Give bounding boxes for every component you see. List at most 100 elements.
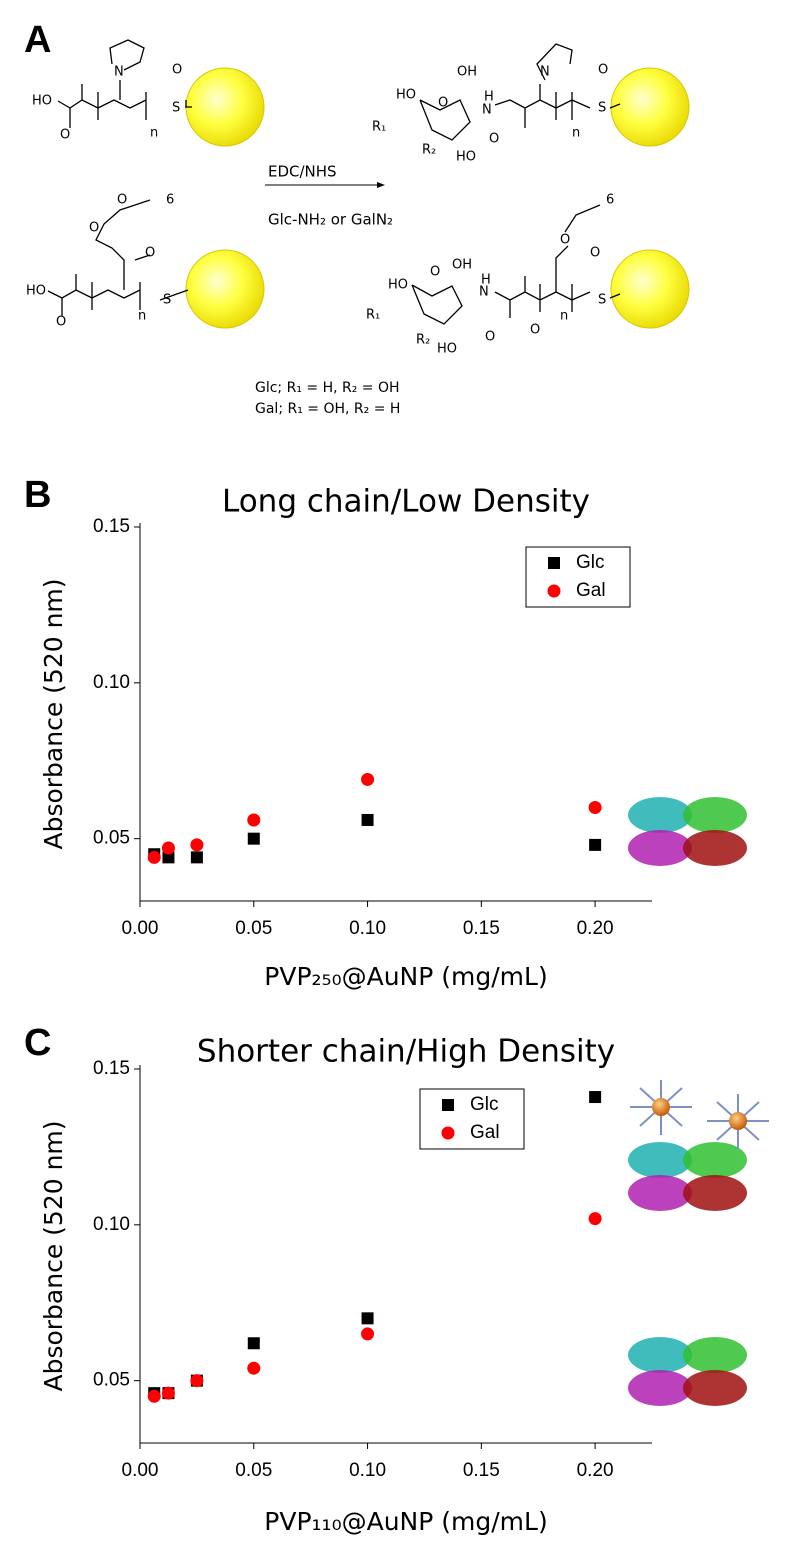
- atom-label: O: [117, 193, 127, 208]
- point: [588, 801, 602, 814]
- y-axis-label: Absorbance (520 nm): [39, 1120, 68, 1391]
- atom-label: HO: [32, 94, 52, 109]
- atom-label: O: [489, 132, 499, 147]
- chart-title: Long chain/Low Density: [222, 484, 590, 520]
- reagent: EDC/NHS: [268, 163, 337, 181]
- point: [247, 813, 261, 827]
- atom-label: HO: [388, 278, 408, 293]
- atom-label: N: [479, 285, 489, 300]
- protein-image: [628, 797, 769, 1406]
- x-tick-label: 0.05: [235, 1460, 272, 1481]
- point: [361, 813, 374, 826]
- x-axis-label: PVP₂₅₀@AuNP (mg/mL): [264, 962, 547, 991]
- point: [361, 1327, 375, 1341]
- atom-label: O: [598, 63, 608, 78]
- point: [161, 1386, 175, 1400]
- panel-label: B: [24, 474, 51, 516]
- atom-label: OH: [452, 258, 472, 273]
- point: [190, 838, 204, 852]
- point: [589, 1091, 602, 1104]
- x-tick-label: 0.10: [349, 1460, 386, 1481]
- y-tick-label: 0.15: [93, 516, 130, 537]
- legend-box: [419, 1088, 525, 1150]
- atom-label: 6: [606, 193, 614, 208]
- legend-marker: [547, 584, 561, 598]
- point: [190, 1374, 204, 1388]
- atom-label: N: [482, 103, 492, 118]
- chart-title: Shorter chain/High Density: [197, 1034, 615, 1070]
- atom-label: n: [572, 126, 580, 141]
- atom-label: HO: [396, 88, 416, 103]
- point: [588, 1212, 602, 1226]
- point: [162, 851, 175, 864]
- atom-label: HO: [456, 150, 476, 165]
- atom-label: O: [172, 63, 182, 78]
- legend-marker: [441, 1126, 455, 1140]
- x-tick-label: 0.15: [463, 1460, 500, 1481]
- atom-label: HO: [437, 342, 457, 357]
- legend-label: Glc: [470, 1094, 499, 1115]
- atom-label: H: [481, 273, 491, 288]
- x-tick-label: 0.00: [122, 1460, 159, 1481]
- point: [247, 1361, 261, 1375]
- scheme-note: Glc; R₁ = H, R₂ = OH: [255, 380, 400, 396]
- reagent: Glc-NH₂ or GalN₂: [268, 211, 393, 229]
- y-tick-label: 0.10: [93, 672, 130, 693]
- point: [247, 832, 260, 845]
- atom-label: N: [114, 65, 124, 80]
- point: [147, 1389, 161, 1403]
- panel-label: A: [24, 19, 51, 61]
- atom-label: O: [430, 265, 440, 280]
- point: [147, 850, 161, 864]
- legend-label: Glc: [576, 552, 605, 573]
- atom-label: O: [560, 233, 570, 248]
- scheme-note: Gal; R₁ = OH, R₂ = H: [255, 401, 400, 417]
- point: [247, 1337, 260, 1350]
- atom-label: O: [485, 330, 495, 345]
- atom-label: S: [598, 101, 606, 116]
- y-tick-label: 0.15: [93, 1058, 130, 1079]
- point: [361, 1312, 374, 1325]
- atom-label: n: [560, 309, 568, 324]
- point: [361, 772, 375, 786]
- point: [190, 851, 203, 864]
- atom-label: O: [89, 221, 99, 236]
- y-axis-label: Absorbance (520 nm): [39, 578, 68, 849]
- point: [589, 838, 602, 851]
- x-tick-label: 0.05: [235, 918, 272, 939]
- legend-marker: [442, 1099, 454, 1111]
- atom-label: O: [145, 246, 155, 261]
- y-tick-label: 0.05: [93, 828, 130, 849]
- atom-label: O: [56, 315, 66, 330]
- legend-marker: [548, 557, 560, 569]
- atom-label: O: [590, 246, 600, 261]
- atom-label: R₂: [416, 333, 430, 348]
- atom-label: O: [60, 128, 70, 143]
- legend-label: Gal: [576, 580, 606, 601]
- x-tick-label: 0.00: [122, 918, 159, 939]
- legend-box: [525, 546, 631, 608]
- x-tick-label: 0.10: [349, 918, 386, 939]
- x-tick-label: 0.15: [463, 918, 500, 939]
- atom-label: N: [540, 65, 550, 80]
- atom-label: R₂: [422, 143, 436, 158]
- atom-label: 6: [166, 193, 174, 208]
- atom-label: O: [438, 96, 448, 111]
- panel-label: C: [24, 1022, 51, 1064]
- atom-label: O: [530, 323, 540, 338]
- atom-label: S: [163, 293, 171, 308]
- atom-label: n: [150, 126, 158, 141]
- atom-label: S: [598, 293, 606, 308]
- x-axis-label: PVP₁₁₀@AuNP (mg/mL): [264, 1507, 547, 1536]
- atom-label: R₁: [366, 308, 380, 323]
- atom-label: HO: [26, 284, 46, 299]
- x-tick-label: 0.20: [577, 918, 614, 939]
- atom-label: H: [484, 90, 494, 105]
- atom-label: R₁: [372, 120, 386, 135]
- y-tick-label: 0.05: [93, 1370, 130, 1391]
- point: [161, 841, 175, 855]
- legend-label: Gal: [470, 1122, 500, 1143]
- scheme-drawing: [47, 39, 690, 329]
- atom-label: n: [138, 309, 146, 324]
